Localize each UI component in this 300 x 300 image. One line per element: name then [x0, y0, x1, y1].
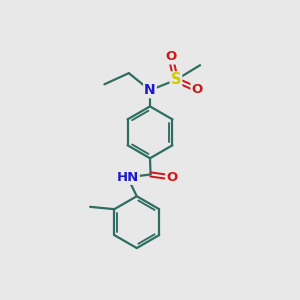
Text: O: O [165, 50, 176, 64]
Text: S: S [171, 72, 181, 87]
Text: O: O [166, 171, 177, 184]
Text: O: O [191, 83, 203, 96]
Text: N: N [144, 83, 156, 97]
Text: HN: HN [116, 171, 139, 184]
